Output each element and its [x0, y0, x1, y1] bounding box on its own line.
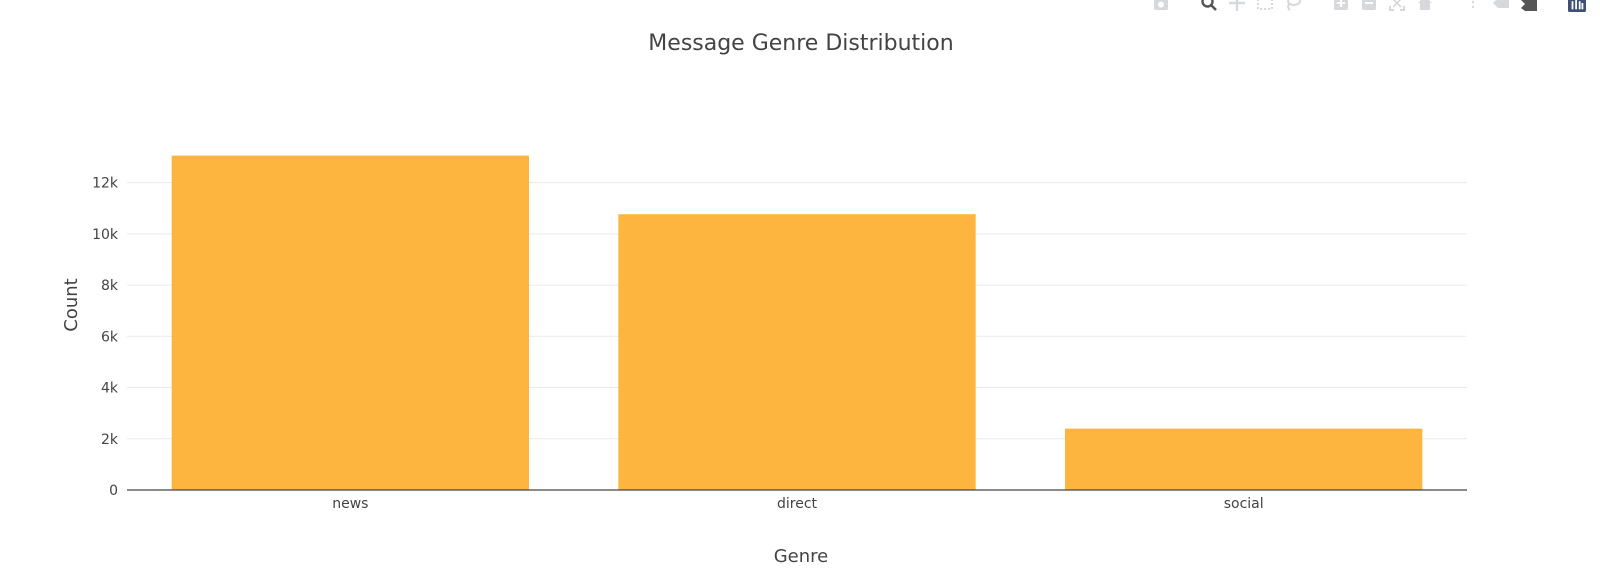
y-tick-label: 10k [92, 227, 119, 243]
bars [171, 155, 1423, 490]
x-tick-label: social [1224, 496, 1264, 512]
bar-direct[interactable] [618, 214, 976, 490]
bar-news[interactable] [171, 155, 529, 490]
y-tick-label: 4k [101, 381, 119, 397]
y-tick-label: 8k [101, 278, 119, 294]
y-axis-title: Count [61, 278, 82, 331]
x-tick-label: direct [777, 496, 818, 512]
y-tick-label: 6k [101, 329, 119, 345]
zoom-in-icon[interactable] [1332, 0, 1350, 12]
hover-compare-icon[interactable] [1520, 0, 1538, 12]
y-ticks: 0 2k 4k 6k 8k 10k 12k [92, 176, 119, 499]
x-tick-label: news [332, 496, 368, 512]
box-select-icon[interactable] [1256, 0, 1274, 12]
autoscale-icon[interactable] [1388, 0, 1406, 12]
x-axis-title: Genre [774, 546, 829, 567]
camera-icon[interactable] [1152, 0, 1170, 12]
y-tick-label: 0 [109, 483, 118, 499]
plotly-logo-icon[interactable] [1568, 0, 1586, 12]
y-tick-label: 2k [101, 432, 119, 448]
modebar [1152, 0, 1586, 12]
spike-lines-icon[interactable] [1464, 0, 1482, 12]
bar-social[interactable] [1065, 428, 1423, 490]
lasso-icon[interactable] [1284, 0, 1302, 12]
chart-title: Message Genre Distribution [648, 31, 953, 56]
pan-icon[interactable] [1228, 0, 1246, 12]
home-icon[interactable] [1416, 0, 1434, 12]
hover-closest-icon[interactable] [1492, 0, 1510, 12]
x-ticks: news direct social [332, 496, 1263, 512]
zoom-icon[interactable] [1200, 0, 1218, 12]
zoom-out-icon[interactable] [1360, 0, 1378, 12]
y-tick-label: 12k [92, 176, 119, 192]
